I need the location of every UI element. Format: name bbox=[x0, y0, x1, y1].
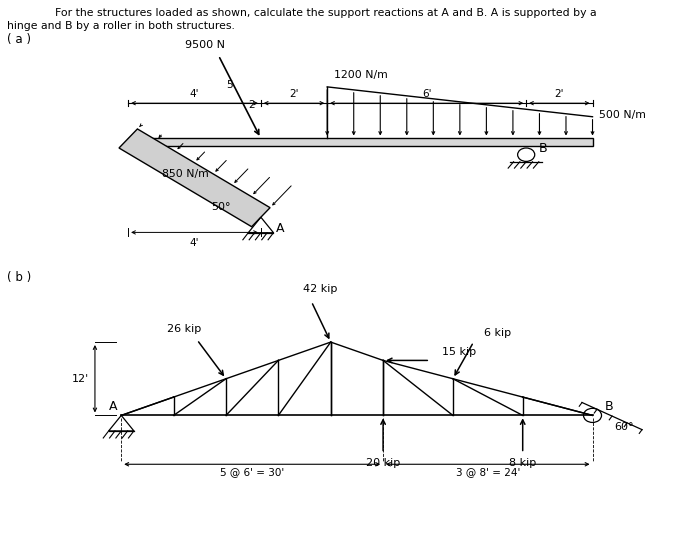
Text: 5 @ 6' = 30': 5 @ 6' = 30' bbox=[220, 468, 284, 477]
Text: 8 kip: 8 kip bbox=[509, 458, 536, 468]
Text: 6 kip: 6 kip bbox=[484, 328, 511, 338]
Text: 4': 4' bbox=[190, 238, 200, 248]
Text: A: A bbox=[109, 400, 118, 413]
Text: 500 N/m: 500 N/m bbox=[599, 110, 647, 120]
Text: ( a ): ( a ) bbox=[7, 33, 31, 46]
Text: 42 kip: 42 kip bbox=[303, 285, 337, 294]
Text: 26 kip: 26 kip bbox=[167, 324, 202, 334]
Text: 6': 6' bbox=[422, 89, 432, 99]
Text: 3 @ 8' = 24': 3 @ 8' = 24' bbox=[455, 468, 520, 477]
Text: 15 kip: 15 kip bbox=[442, 347, 476, 357]
Text: 1200 N/m: 1200 N/m bbox=[334, 71, 388, 80]
Text: 2': 2' bbox=[289, 89, 299, 99]
Text: 5: 5 bbox=[226, 80, 233, 90]
Text: 2: 2 bbox=[248, 99, 254, 110]
Text: 9500 N: 9500 N bbox=[184, 40, 225, 50]
Text: hinge and B by a roller in both structures.: hinge and B by a roller in both structur… bbox=[7, 21, 235, 30]
Text: 2': 2' bbox=[554, 89, 564, 99]
Text: B: B bbox=[605, 400, 613, 413]
Text: 4': 4' bbox=[190, 89, 200, 99]
Text: 60°: 60° bbox=[615, 422, 634, 432]
Text: 50°: 50° bbox=[211, 203, 230, 212]
Text: ( b ): ( b ) bbox=[7, 272, 31, 285]
Polygon shape bbox=[119, 129, 270, 227]
Text: B: B bbox=[538, 142, 547, 155]
Text: 850 N/m: 850 N/m bbox=[162, 169, 209, 179]
Text: 12': 12' bbox=[72, 374, 89, 384]
Text: A: A bbox=[276, 222, 285, 235]
Text: 20 kip: 20 kip bbox=[366, 458, 400, 468]
Polygon shape bbox=[128, 138, 593, 146]
Text: For the structures loaded as shown, calculate the support reactions at A and B. : For the structures loaded as shown, calc… bbox=[55, 8, 597, 18]
